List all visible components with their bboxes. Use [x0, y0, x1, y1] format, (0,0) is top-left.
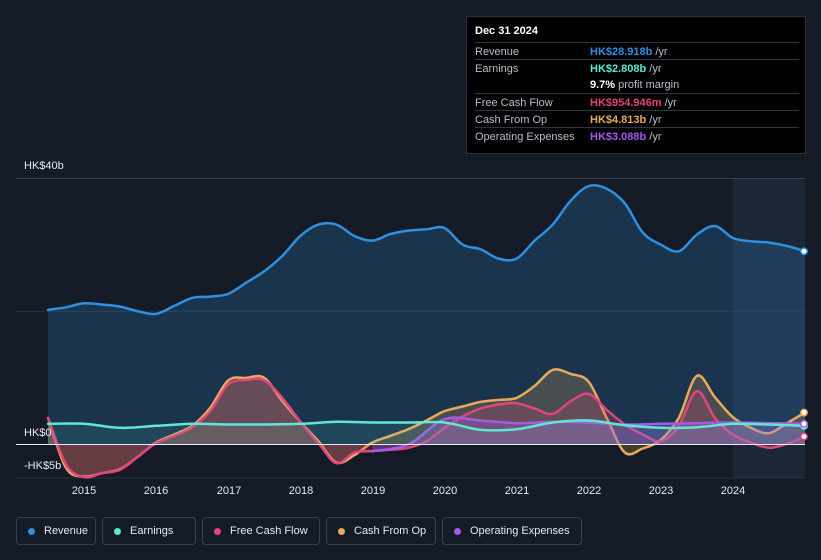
legend-dot-icon	[338, 528, 345, 535]
x-tick-label: 2024	[720, 485, 746, 497]
forecast-region	[732, 178, 805, 478]
x-tick-label: 2017	[216, 485, 242, 497]
legend-label: Earnings	[130, 525, 174, 537]
tooltip-label: Free Cash Flow	[475, 97, 553, 109]
x-tick-label: 2015	[71, 485, 97, 497]
y-tick-label-zero: HK$0	[24, 427, 52, 439]
series-line-operating-expenses	[371, 416, 807, 453]
series-end-marker-free-cash-flow	[800, 432, 808, 441]
y-tick-label-bottom: -HK$5b	[24, 460, 62, 472]
legend-item-cash-from-op[interactable]: Cash From Op	[326, 517, 436, 545]
x-tick-label: 2022	[576, 485, 602, 497]
tooltip-value: HK$2.808b/yr	[590, 63, 662, 75]
series-end-marker-revenue	[800, 247, 808, 256]
legend-item-earnings[interactable]: Earnings	[102, 517, 196, 545]
x-tick-label: 2020	[432, 485, 458, 497]
series-end-marker-operating-expenses	[800, 419, 808, 428]
tooltip-value: HK$4.813b/yr	[590, 114, 662, 126]
x-tick-label: 2021	[504, 485, 530, 497]
tooltip-row-cfo: Cash From Op HK$4.813b/yr	[475, 110, 799, 128]
series-area-earnings	[48, 420, 805, 445]
legend-item-free-cash-flow[interactable]: Free Cash Flow	[202, 517, 320, 545]
legend-dot-icon	[214, 528, 221, 535]
legend-dot-icon	[28, 528, 35, 535]
legend-label: Revenue	[44, 525, 89, 537]
tooltip-row-margin: 9.7% profit margin	[475, 76, 799, 93]
series-line-free-cash-flow	[46, 377, 807, 479]
tooltip-value: 9.7% profit margin	[590, 79, 680, 91]
tooltip-value: HK$3.088b/yr	[590, 131, 662, 143]
legend-label: Cash From Op	[354, 525, 427, 537]
x-tick-label: 2019	[360, 485, 386, 497]
tooltip-row-opex: Operating Expenses HK$3.088b/yr	[475, 127, 799, 145]
x-tick-label: 2016	[143, 485, 169, 497]
tooltip-label: Operating Expenses	[475, 131, 575, 143]
tooltip-value: HK$28.918b/yr	[590, 46, 668, 58]
legend-dot-icon	[454, 528, 461, 535]
legend-label: Free Cash Flow	[230, 525, 308, 537]
x-tick-label: 2023	[648, 485, 674, 497]
legend-dot-icon	[114, 528, 121, 535]
tooltip-row-earnings: Earnings HK$2.808b/yr	[475, 59, 799, 77]
tooltip-label: Cash From Op	[475, 114, 548, 126]
tooltip-row-fcf: Free Cash Flow HK$954.946m/yr	[475, 93, 799, 111]
tooltip-date: Dec 31 2024	[475, 25, 538, 37]
legend-item-revenue[interactable]: Revenue	[16, 517, 96, 545]
series-end-marker-cash-from-op	[800, 408, 808, 417]
data-tooltip: Dec 31 2024 Revenue HK$28.918b/yr Earnin…	[466, 16, 806, 154]
series-line-revenue	[46, 183, 807, 316]
tooltip-value: HK$954.946m/yr	[590, 97, 677, 109]
series-line-earnings	[46, 419, 807, 432]
legend-label: Operating Expenses	[470, 525, 570, 537]
x-tick-label: 2018	[288, 485, 314, 497]
legend-item-operating-expenses[interactable]: Operating Expenses	[442, 517, 582, 545]
series-area-free-cash-flow	[48, 378, 805, 478]
y-tick-label-top: HK$40b	[24, 160, 64, 172]
tooltip-label: Revenue	[475, 46, 520, 58]
tooltip-label: Earnings	[475, 63, 519, 75]
tooltip-row-revenue: Revenue HK$28.918b/yr	[475, 42, 799, 60]
